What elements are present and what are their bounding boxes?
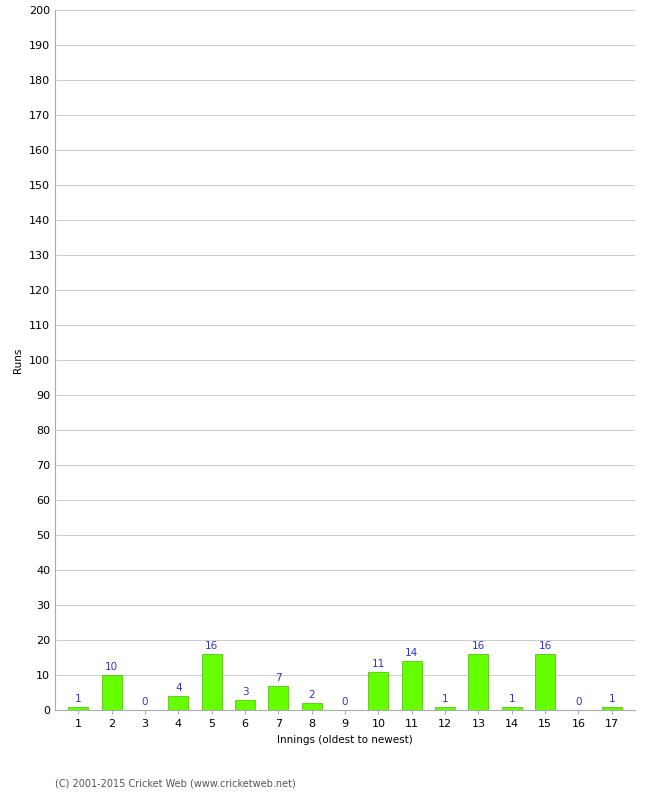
Text: 16: 16: [538, 642, 552, 651]
Y-axis label: Runs: Runs: [14, 347, 23, 373]
Bar: [168, 696, 188, 710]
Bar: [402, 661, 422, 710]
Text: 14: 14: [405, 648, 419, 658]
Text: (C) 2001-2015 Cricket Web (www.cricketweb.net): (C) 2001-2015 Cricket Web (www.cricketwe…: [55, 778, 296, 788]
Bar: [435, 706, 455, 710]
Text: 10: 10: [105, 662, 118, 672]
Text: 11: 11: [372, 658, 385, 669]
Text: 2: 2: [308, 690, 315, 700]
Bar: [268, 686, 289, 710]
Text: 16: 16: [472, 642, 485, 651]
X-axis label: Innings (oldest to newest): Innings (oldest to newest): [277, 734, 413, 745]
Text: 1: 1: [608, 694, 615, 704]
Bar: [535, 654, 555, 710]
Bar: [469, 654, 488, 710]
Text: 0: 0: [142, 697, 148, 707]
Text: 0: 0: [575, 697, 582, 707]
Text: 1: 1: [442, 694, 448, 704]
Text: 16: 16: [205, 642, 218, 651]
Bar: [369, 671, 388, 710]
Bar: [101, 675, 122, 710]
Bar: [68, 706, 88, 710]
Bar: [235, 699, 255, 710]
Text: 3: 3: [242, 686, 248, 697]
Bar: [602, 706, 621, 710]
Text: 1: 1: [75, 694, 82, 704]
Text: 7: 7: [275, 673, 281, 682]
Text: 0: 0: [342, 697, 348, 707]
Text: 1: 1: [508, 694, 515, 704]
Bar: [302, 703, 322, 710]
Text: 4: 4: [175, 683, 181, 693]
Bar: [502, 706, 522, 710]
Bar: [202, 654, 222, 710]
